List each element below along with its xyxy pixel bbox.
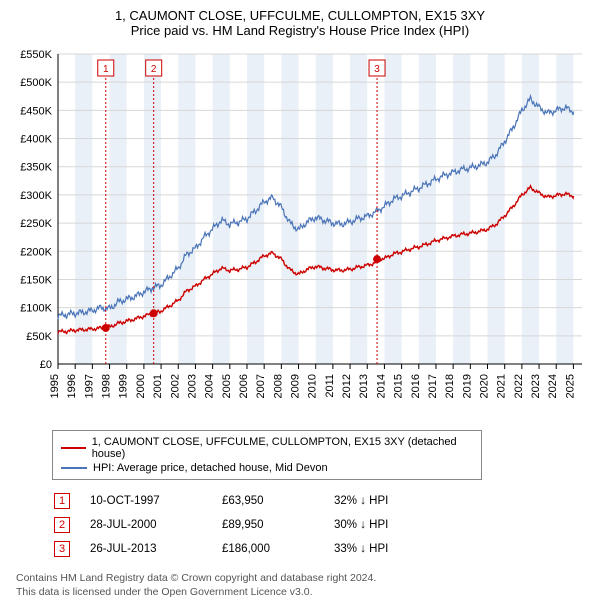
svg-text:2004: 2004 [204, 374, 216, 398]
legend-item: 1, CAUMONT CLOSE, UFFCULME, CULLOMPTON, … [61, 435, 473, 461]
legend-label: HPI: Average price, detached house, Mid … [93, 462, 328, 474]
svg-text:2007: 2007 [255, 374, 267, 398]
legend-label: 1, CAUMONT CLOSE, UFFCULME, CULLOMPTON, … [92, 436, 473, 460]
markers-table: 1 10-OCT-1997£63,95032% ↓ HPI 2 28-JUL-2000… [52, 488, 456, 562]
svg-text:£350K: £350K [20, 162, 52, 174]
svg-text:1996: 1996 [66, 374, 78, 398]
svg-text:£250K: £250K [20, 218, 52, 230]
svg-text:2009: 2009 [290, 374, 302, 398]
svg-text:2001: 2001 [152, 374, 164, 398]
marker-date: 28-JUL-2000 [90, 514, 220, 536]
marker-num-box: 2 [54, 517, 70, 533]
svg-text:2: 2 [151, 64, 157, 75]
svg-text:2017: 2017 [427, 374, 439, 398]
marker-pct: 33% ↓ HPI [334, 538, 454, 560]
marker-price: £63,950 [222, 490, 332, 512]
footer: Contains HM Land Registry data © Crown c… [16, 572, 592, 599]
svg-text:2010: 2010 [307, 374, 319, 398]
footer-line: Contains HM Land Registry data © Crown c… [16, 572, 592, 586]
svg-text:£200K: £200K [20, 246, 52, 258]
svg-text:2020: 2020 [479, 374, 491, 398]
svg-text:1: 1 [103, 64, 109, 75]
svg-text:2013: 2013 [358, 374, 370, 398]
svg-text:1995: 1995 [49, 374, 61, 398]
svg-text:£450K: £450K [20, 105, 52, 117]
svg-text:£550K: £550K [20, 49, 52, 61]
svg-text:2005: 2005 [221, 374, 233, 398]
marker-row: 1 10-OCT-1997£63,95032% ↓ HPI [54, 490, 454, 512]
svg-text:2024: 2024 [547, 374, 559, 398]
svg-text:2002: 2002 [169, 374, 181, 398]
svg-text:2016: 2016 [410, 374, 422, 398]
marker-row: 2 28-JUL-2000£89,95030% ↓ HPI [54, 514, 454, 536]
svg-text:2006: 2006 [238, 374, 250, 398]
svg-text:£150K: £150K [20, 274, 52, 286]
legend-item: HPI: Average price, detached house, Mid … [61, 461, 473, 475]
svg-text:3: 3 [374, 64, 380, 75]
marker-price: £186,000 [222, 538, 332, 560]
marker-num-box: 1 [54, 493, 70, 509]
chart-area: £0 £50K £100K £150K £200K £250K £300K £350K £400… [8, 44, 592, 424]
svg-text:2023: 2023 [530, 374, 542, 398]
svg-text:2011: 2011 [324, 374, 336, 398]
svg-text:£400K: £400K [20, 134, 52, 146]
svg-text:£100K: £100K [20, 303, 52, 315]
marker-date: 10-OCT-1997 [90, 490, 220, 512]
svg-text:2012: 2012 [341, 374, 353, 398]
svg-text:1997: 1997 [83, 374, 95, 398]
svg-text:2018: 2018 [444, 374, 456, 398]
svg-text:2015: 2015 [393, 374, 405, 398]
chart-subtitle: Price paid vs. HM Land Registry's House … [8, 23, 592, 38]
svg-text:£0: £0 [40, 359, 52, 371]
svg-text:2022: 2022 [513, 374, 525, 398]
footer-line: This data is licensed under the Open Gov… [16, 586, 592, 600]
marker-date: 26-JUL-2013 [90, 538, 220, 560]
svg-text:2019: 2019 [461, 374, 473, 398]
svg-text:£300K: £300K [20, 190, 52, 202]
svg-text:2021: 2021 [496, 374, 508, 398]
svg-text:2000: 2000 [135, 374, 147, 398]
marker-pct: 32% ↓ HPI [334, 490, 454, 512]
svg-text:£500K: £500K [20, 77, 52, 89]
chart-title: 1, CAUMONT CLOSE, UFFCULME, CULLOMPTON, … [8, 8, 592, 23]
svg-text:2025: 2025 [564, 374, 576, 398]
marker-num-box: 3 [54, 541, 70, 557]
marker-price: £89,950 [222, 514, 332, 536]
svg-text:2008: 2008 [272, 374, 284, 398]
legend-swatch [61, 467, 87, 469]
marker-row: 3 26-JUL-2013£186,00033% ↓ HPI [54, 538, 454, 560]
svg-text:2014: 2014 [375, 374, 387, 398]
svg-text:£50K: £50K [26, 331, 52, 343]
chart-svg: £0 £50K £100K £150K £200K £250K £300K £350K £400… [8, 44, 592, 424]
marker-pct: 30% ↓ HPI [334, 514, 454, 536]
legend-swatch [61, 447, 86, 449]
svg-text:2003: 2003 [186, 374, 198, 398]
svg-text:1999: 1999 [118, 374, 130, 398]
legend: 1, CAUMONT CLOSE, UFFCULME, CULLOMPTON, … [52, 430, 482, 480]
svg-text:1998: 1998 [101, 374, 113, 398]
